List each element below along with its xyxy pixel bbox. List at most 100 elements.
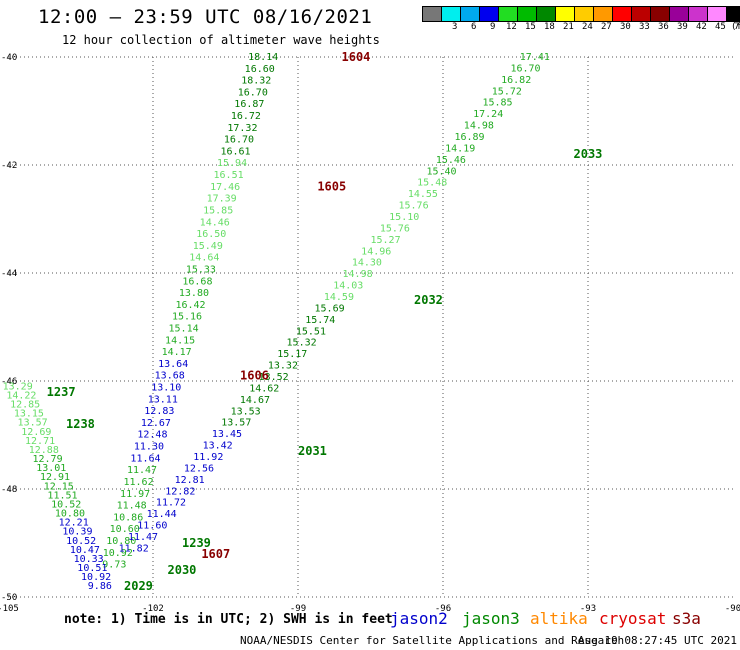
satellite-cryosat: cryosat (599, 609, 667, 628)
wave-height-value: 12.85 (10, 400, 40, 411)
wave-height-value: 15.10 (389, 212, 419, 223)
map-subtitle: 12 hour collection of altimeter wave hei… (62, 33, 380, 47)
wave-height-value: 13.42 (203, 441, 233, 452)
legend-label: 42 (696, 22, 707, 32)
wave-height-value: 10.60 (110, 524, 140, 535)
x-tick-label: -102 (142, 604, 164, 614)
wave-height-value: 15.33 (186, 264, 216, 275)
wave-height-value: 11.72 (156, 498, 186, 509)
legend-swatch (499, 7, 518, 21)
generated-timestamp: Aug 19 08:27:45 UTC 2021 (578, 634, 737, 647)
satellite-s3a: s3a (672, 609, 701, 628)
axis-tick-labels: -105 -102 -99 -96 -93 -90 -40 -42 -44 -46 -48 -50 (0, 53, 740, 614)
wave-height-value: 16.51 (214, 170, 244, 181)
wave-height-value: 10.86 (113, 512, 143, 523)
wave-height-value: 16.50 (196, 229, 226, 240)
y-tick-label: -50 (1, 593, 17, 603)
y-tick-label: -44 (1, 269, 17, 279)
legend-swatch (727, 7, 740, 21)
legend-label: 18 (544, 22, 555, 32)
pass-number-labels: 1604 2033 1605 2032 1237 1606 1238 2031 12391607… (47, 50, 603, 593)
wave-height-value: 12.69 (21, 427, 51, 438)
wave-height-value: 15.49 (193, 241, 223, 252)
wave-height-value: 14.30 (352, 258, 382, 269)
wave-height-value: 15.46 (436, 155, 466, 166)
wave-height-value: 13.10 (151, 383, 181, 394)
x-tick-label: -99 (290, 604, 306, 614)
wave-height-value: 11.47 (127, 465, 157, 476)
wave-height-value: 14.98 (464, 121, 494, 132)
wave-height-value: 11.30 (134, 442, 164, 453)
pass-label: 1605 (317, 180, 346, 194)
legend-swatch (594, 7, 613, 21)
wave-height-value: 16.87 (234, 99, 264, 110)
color-scale-legend (422, 6, 740, 22)
wave-height-value: 14.22 (6, 390, 36, 401)
pass-label: 2030 (168, 563, 197, 577)
wave-height-value: 12.67 (141, 418, 171, 429)
satellite-altika: altika (530, 609, 588, 628)
wave-height-value: 15.32 (287, 338, 317, 349)
y-tick-label: -40 (1, 53, 17, 63)
wave-height-value: 13.11 (148, 394, 178, 405)
wave-height-value: 14.96 (361, 246, 391, 257)
wave-height-value: 13.32 (268, 361, 298, 372)
legend-swatch (556, 7, 575, 21)
wave-height-value: 16.82 (501, 75, 531, 86)
wave-height-value: 13.57 (221, 418, 251, 429)
wave-height-value: 17.32 (227, 123, 257, 134)
wave-height-value: 14.64 (189, 253, 219, 264)
wave-height-value: 11.44 (147, 509, 177, 520)
wave-height-value: 14.46 (200, 217, 230, 228)
legend-swatch (423, 7, 442, 21)
pass-label: 1237 (47, 385, 76, 399)
wave-height-value: 12.79 (32, 454, 62, 465)
wave-height-value: 15.72 (492, 86, 522, 97)
wave-height-value: 12.56 (184, 463, 214, 474)
wave-height-value: 16.70 (510, 63, 540, 74)
footer-notes: note: 1) Time is in UTC; 2) SWH is in fe… (64, 612, 393, 627)
legend-swatch (651, 7, 670, 21)
wave-height-value: 15.94 (217, 158, 247, 169)
wave-height-value: 17.24 (473, 109, 503, 120)
wave-height-value: 11.62 (124, 477, 154, 488)
satellite-jason3: jason3 (462, 609, 520, 628)
pass-label: 1604 (342, 50, 371, 64)
legend-label: 30 (620, 22, 631, 32)
legend-swatch (689, 7, 708, 21)
wave-height-value: 15.69 (315, 303, 345, 314)
legend-label: 27 (601, 22, 612, 32)
wave-height-value: 12.81 (175, 475, 205, 486)
legend-swatch (708, 7, 727, 21)
wave-height-value: 16.70 (224, 135, 254, 146)
legend-label: 9 (490, 22, 496, 32)
wave-height-value: 15.51 (296, 326, 326, 337)
legend-label: 70 (734, 22, 740, 32)
wave-height-value: 14.03 (333, 281, 363, 292)
pass-label: 1238 (66, 417, 95, 431)
wave-height-value: 10.51 (77, 563, 107, 574)
wave-height-value: 12.21 (59, 518, 89, 529)
wave-height-value: 10.92 (103, 548, 133, 559)
wave-height-value: 13.52 (259, 372, 289, 383)
wave-height-value: 14.98 (343, 269, 373, 280)
legend-label: 45 (715, 22, 726, 32)
wave-height-value: 11.92 (193, 452, 223, 463)
wave-height-value: 13.80 (179, 288, 209, 299)
wave-height-value: 11.60 (137, 521, 167, 532)
wave-height-value: 13.01 (36, 463, 66, 474)
y-tick-label: -48 (1, 485, 17, 495)
wave-height-value: 18.32 (241, 76, 271, 87)
legend-unit-label: (ft) (731, 22, 740, 32)
wave-height-value: 10.80 (106, 536, 136, 547)
wave-height-value: 15.76 (380, 223, 410, 234)
pass-label: 1606 (240, 369, 269, 383)
wave-height-value: 11.51 (47, 490, 77, 501)
wave-height-value: 15.48 (417, 178, 447, 189)
y-tick-label: -42 (1, 161, 17, 171)
legend-label: 21 (563, 22, 574, 32)
x-tick-label: -105 (0, 604, 19, 614)
wave-height-value: 16.60 (245, 64, 275, 75)
wave-height-value: 15.40 (426, 166, 456, 177)
